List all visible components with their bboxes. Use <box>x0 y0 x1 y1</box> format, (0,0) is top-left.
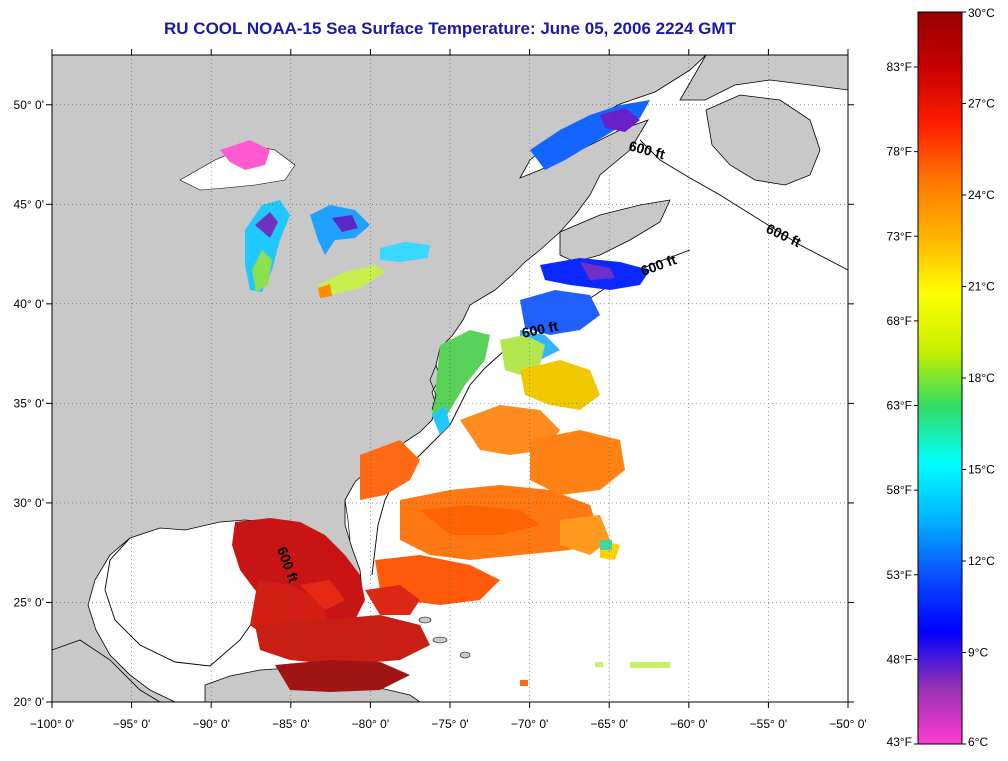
lat-tick-label: 45° 0' <box>14 197 44 211</box>
mid-atlantic-sst <box>432 330 600 435</box>
longitude-axis: −100° 0' −95° 0' −90° 0' −85° 0' −80° 0' −75°… <box>30 49 867 731</box>
colorbar-c-label: 6°C <box>968 735 988 749</box>
lon-tick-label: −75° 0' <box>431 717 468 731</box>
colorbar-c-label: 18°C <box>968 371 995 385</box>
latitude-axis: 20° 0' 25° 0' 30° 0' 35° 0' 40° 0' 45° 0' 50° … <box>14 98 854 709</box>
colorbar-c-label: 12°C <box>968 554 995 568</box>
great-lakes-sst <box>179 140 430 298</box>
colorbar-c-label: 30°C <box>968 6 995 20</box>
colorbar-c-label: 15°C <box>968 463 995 477</box>
lat-tick-label: 20° 0' <box>14 695 44 709</box>
land-newfoundland <box>705 94 821 186</box>
land-labrador <box>679 55 848 101</box>
lat-tick-label: 25° 0' <box>14 595 44 609</box>
colorbar-c-label: 27°C <box>968 97 995 111</box>
colorbar-f-label: 73°F <box>887 229 912 243</box>
gulf-of-mexico-sst <box>232 518 430 692</box>
lon-tick-label: −65° 0' <box>590 717 627 731</box>
lon-tick-label: −90° 0' <box>192 717 229 731</box>
lat-tick-label: 30° 0' <box>14 496 44 510</box>
colorbar <box>917 11 963 745</box>
colorbar-c-label: 21°C <box>968 280 995 294</box>
land-nova-scotia <box>559 199 671 263</box>
graticule <box>52 55 848 702</box>
coastline <box>344 364 437 541</box>
lon-tick-label: −55° 0' <box>750 717 787 731</box>
colorbar-f-label: 58°F <box>887 483 912 497</box>
land-yucatan <box>52 639 161 702</box>
lon-tick-label: −100° 0' <box>30 717 74 731</box>
lon-tick-label: −50° 0' <box>829 717 866 731</box>
colorbar-f-label: 83°F <box>887 60 912 74</box>
colorbar-f-label: 68°F <box>887 314 912 328</box>
lat-tick-label: 50° 0' <box>14 98 44 112</box>
lon-tick-label: −80° 0' <box>352 717 389 731</box>
lon-tick-label: −95° 0' <box>113 717 150 731</box>
lat-tick-label: 35° 0' <box>14 396 44 410</box>
colorbar-c-label: 9°C <box>968 646 988 660</box>
lon-tick-label: −85° 0' <box>272 717 309 731</box>
colorbar-f-label: 48°F <box>887 652 912 666</box>
colorbar-f-label: 78°F <box>887 145 912 159</box>
lon-tick-label: −60° 0' <box>670 717 707 731</box>
colorbar-celsius-labels: 30°C 27°C 24°C 21°C 18°C 15°C 12°C 9°C 6°C <box>962 6 995 749</box>
colorbar-fahrenheit-labels: 83°F 78°F 73°F 68°F 63°F 58°F 53°F 48°F 43°F <box>887 60 918 749</box>
colorbar-f-label: 43°F <box>887 735 912 749</box>
colorbar-c-label: 24°C <box>968 188 995 202</box>
lat-tick-label: 40° 0' <box>14 297 44 311</box>
isobath-label-4: 600 ft <box>520 318 559 341</box>
scattered-sst-patches <box>520 540 670 686</box>
map-title: RU COOL NOAA-15 Sea Surface Temperature:… <box>164 19 736 38</box>
lon-tick-label: −70° 0' <box>511 717 548 731</box>
colorbar-f-label: 63°F <box>887 399 912 413</box>
colorbar-f-label: 53°F <box>887 568 912 582</box>
